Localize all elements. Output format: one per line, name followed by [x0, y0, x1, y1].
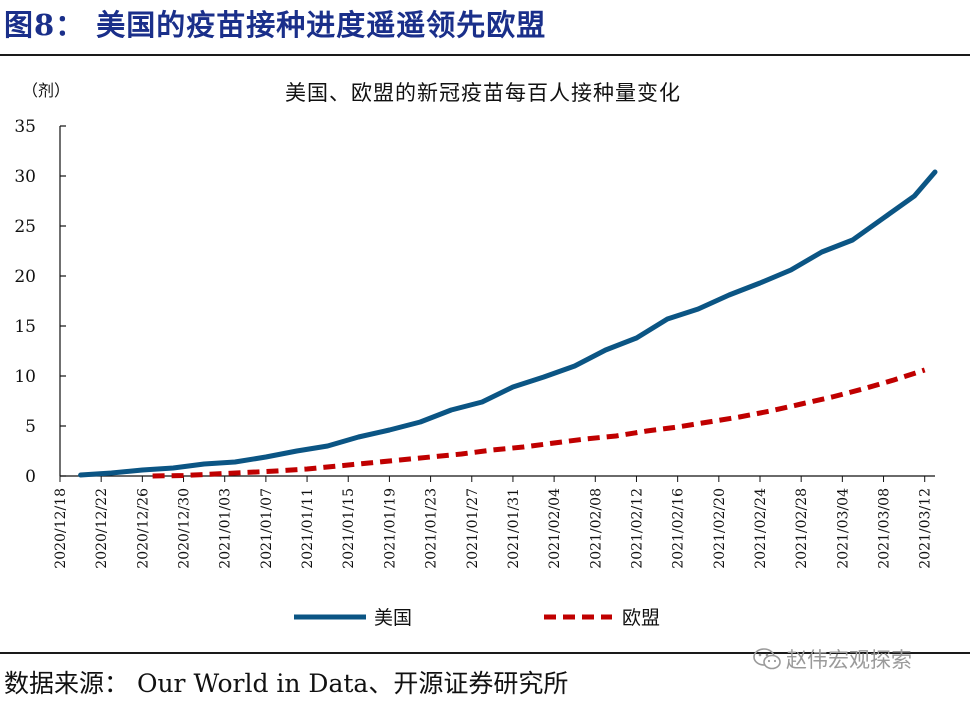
y-tick-label: 30: [14, 167, 36, 187]
y-tick-label: 15: [14, 317, 36, 337]
source-note: 数据来源： Our World in Data、开源证券研究所: [4, 669, 569, 698]
x-tick-label: 2021/03/04: [835, 488, 851, 569]
x-tick-label: 2021/03/12: [918, 488, 934, 569]
bottom-rule: [0, 652, 970, 654]
x-tick-label: 2021/02/08: [588, 488, 604, 569]
watermark: 赵伟宏观探索: [752, 644, 912, 674]
x-tick-label: 2020/12/30: [177, 488, 193, 569]
line-chart: 美国、欧盟的新冠疫苗每百人接种量变化 （剂） 0 5 10 15 20 25 30 35 20…: [14, 81, 938, 629]
x-tick-label: 2021/02/28: [794, 488, 810, 569]
x-tick-label: 2021/02/16: [671, 488, 687, 569]
legend: 美国 欧盟: [294, 607, 660, 629]
y-tick-label: 20: [14, 267, 36, 287]
wechat-icon: [753, 648, 781, 670]
x-tick-label: 2021/02/24: [753, 488, 769, 569]
series-line-eu: [152, 367, 926, 479]
x-tick-label: 2021/02/12: [629, 488, 645, 569]
x-tick-label: 2021/01/07: [259, 488, 275, 569]
x-tick-label: 2021/01/31: [506, 488, 522, 569]
x-tick-label: 2021/01/23: [424, 488, 440, 569]
x-tick-label: 2021/02/20: [712, 488, 728, 569]
y-tick-label: 5: [25, 417, 36, 437]
y-axis: 0 5 10 15 20 25 30 35: [14, 117, 66, 487]
x-tick-label: 2021/01/03: [218, 488, 234, 569]
legend-label-eu: 欧盟: [622, 607, 660, 629]
series-line-us: [78, 169, 938, 478]
x-tick-label: 2021/01/15: [341, 488, 357, 569]
x-tick-label: 2021/02/04: [547, 488, 563, 569]
x-axis: 2020/12/18 2020/12/22 2020/12/26 2020/12/30…: [53, 475, 935, 569]
watermark-text: 赵伟宏观探索: [786, 648, 912, 672]
x-tick-label: 2020/12/18: [53, 488, 69, 569]
figure-title: 图8： 美国的疫苗接种进度遥遥领先欧盟: [4, 8, 547, 42]
x-tick-label: 2020/12/26: [135, 488, 151, 569]
x-tick-label: 2021/01/27: [465, 488, 481, 569]
x-tick-label: 2021/01/19: [382, 488, 398, 569]
y-axis-unit-label: （剂）: [22, 81, 70, 100]
y-tick-label: 35: [14, 117, 36, 137]
chart-title: 美国、欧盟的新冠疫苗每百人接种量变化: [285, 81, 681, 105]
y-tick-label: 25: [14, 217, 36, 237]
series-layer: [78, 169, 938, 479]
x-tick-label: 2020/12/22: [94, 488, 110, 569]
x-tick-label: 2021/01/11: [300, 488, 316, 569]
y-tick-label: 0: [25, 467, 36, 487]
x-tick-label: 2021/03/08: [877, 488, 893, 569]
y-tick-label: 10: [14, 367, 36, 387]
legend-label-us: 美国: [374, 607, 412, 629]
top-rule: [0, 54, 970, 56]
